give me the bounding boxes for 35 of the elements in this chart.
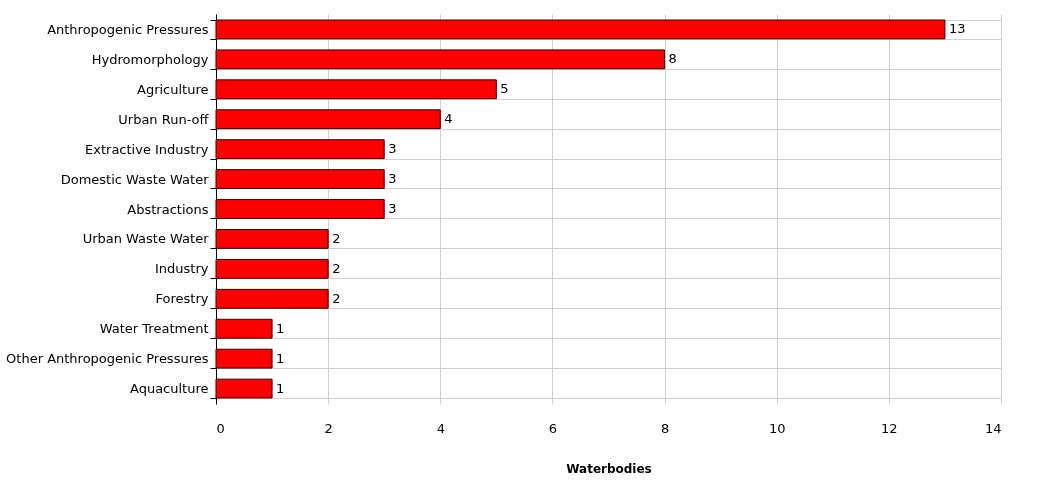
data-label: 1	[276, 320, 285, 336]
data-label: 8	[668, 51, 677, 67]
y-tick-label: Hydromorphology	[91, 51, 209, 67]
data-label: 2	[332, 290, 341, 306]
data-label: 4	[444, 111, 453, 127]
y-tick-label: Abstractions	[127, 201, 209, 217]
data-label: 2	[332, 260, 341, 276]
y-tick-label: Other Anthropogenic Pressures	[6, 351, 209, 367]
y-tick-label: Agriculture	[137, 81, 209, 97]
y-tick-label: Domestic Waste Water	[60, 171, 210, 187]
data-label: 3	[388, 141, 397, 157]
data-label: 1	[276, 380, 285, 396]
x-tick-label: 12	[881, 420, 898, 436]
x-tick-label: 6	[548, 420, 558, 436]
y-tick-label: Urban Waste Water	[82, 231, 210, 247]
data-label: 13	[948, 21, 966, 37]
x-tick-label: 4	[436, 420, 445, 436]
data-label: 1	[276, 350, 285, 366]
x-axis-title: Waterbodies	[566, 461, 652, 476]
x-tick-label: 0	[216, 420, 225, 436]
x-tick-label: 8	[660, 420, 670, 436]
y-tick-label: Water Treatment	[99, 321, 209, 337]
data-label: 3	[388, 171, 397, 187]
data-label: 3	[388, 201, 397, 216]
data-label: 2	[332, 230, 341, 246]
y-tick-label: Forestry	[155, 291, 209, 307]
y-tick-label: Urban Run-off	[118, 111, 210, 127]
data-label: 5	[500, 81, 509, 97]
y-tick-label: Anthropogenic Pressures	[47, 21, 209, 37]
y-tick-label: Industry	[155, 261, 209, 277]
y-tick-label: Extractive Industry	[85, 141, 209, 157]
x-tick-label: 10	[768, 420, 786, 436]
x-tick-label: 2	[324, 420, 333, 436]
y-tick-label: Aquaculture	[129, 381, 209, 397]
x-tick-label: 14	[984, 420, 1002, 436]
